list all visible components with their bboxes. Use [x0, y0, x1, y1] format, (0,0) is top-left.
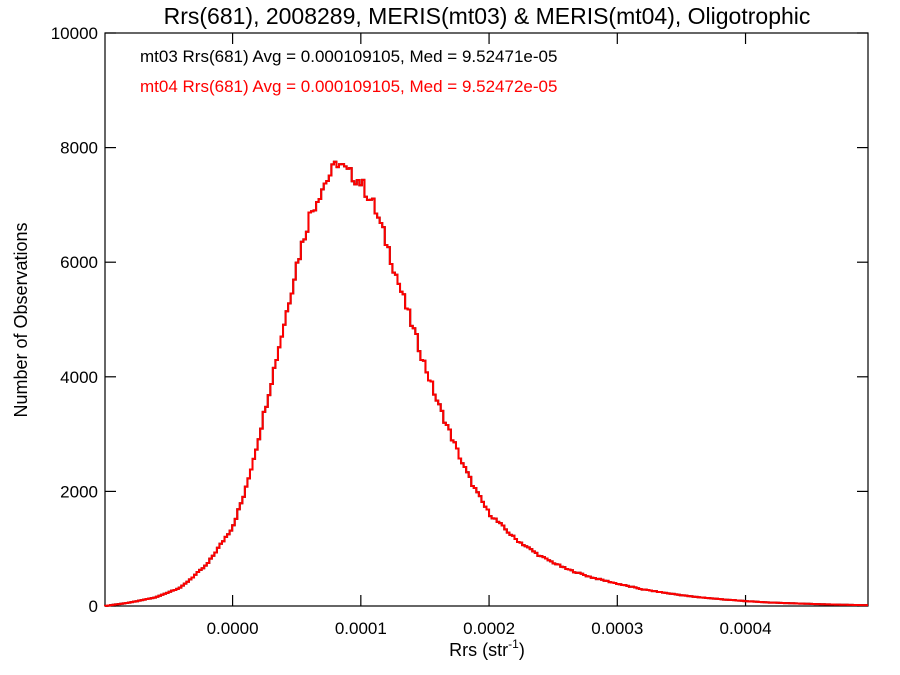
histogram-series-1	[104, 160, 868, 607]
histogram-series	[104, 160, 868, 607]
y-tick-label: 8000	[60, 139, 98, 158]
histogram-series-0	[104, 160, 868, 607]
y-tick-label: 0	[89, 597, 98, 616]
y-tick-label: 2000	[60, 482, 98, 501]
x-tick-label: 0.0003	[591, 619, 643, 638]
y-tick-label: 4000	[60, 368, 98, 387]
x-axis-label-close: )	[519, 640, 525, 660]
plot-frame	[104, 32, 869, 607]
y-tick-label: 10000	[51, 24, 98, 43]
chart-title: Rrs(681), 2008289, MERIS(mt03) & MERIS(m…	[164, 3, 811, 29]
x-axis-ticks: 0.0000 0.0001 0.0002 0.0003 0.0004	[207, 33, 772, 638]
y-axis-label: Number of Observations	[11, 222, 31, 417]
y-axis-ticks: 0 2000 4000 6000 8000 10000	[51, 24, 868, 616]
x-tick-label: 0.0004	[720, 619, 772, 638]
y-tick-label: 6000	[60, 253, 98, 272]
x-axis-label-superscript: -1	[508, 637, 519, 651]
x-tick-label: 0.0000	[207, 619, 259, 638]
annotation-mt03: mt03 Rrs(681) Avg = 0.000109105, Med = 9…	[140, 47, 557, 66]
x-tick-label: 0.0002	[463, 619, 515, 638]
annotation-mt04: mt04 Rrs(681) Avg = 0.000109105, Med = 9…	[140, 77, 557, 96]
x-tick-label: 0.0001	[335, 619, 387, 638]
x-axis-label: Rrs (str-1)	[449, 637, 525, 660]
x-axis-label-main: Rrs (str	[449, 640, 508, 660]
